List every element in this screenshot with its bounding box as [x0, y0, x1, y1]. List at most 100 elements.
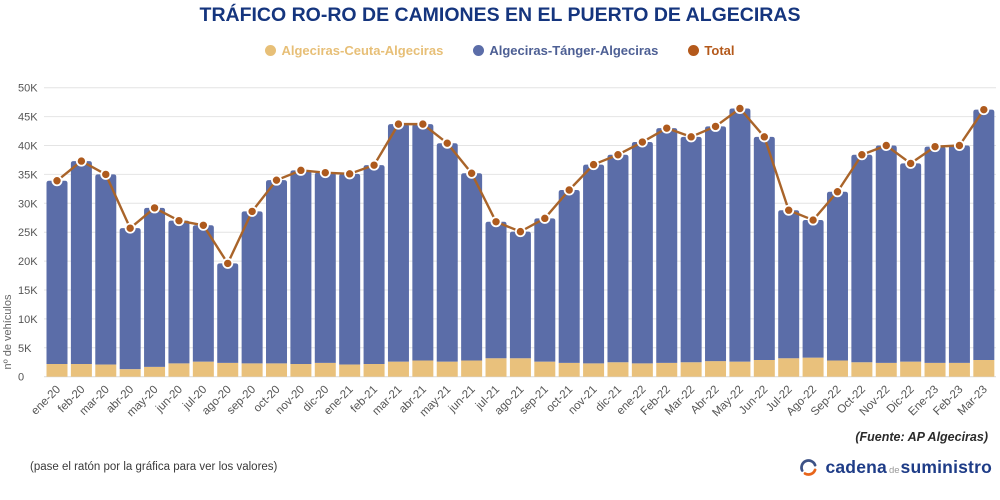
- legend-item-ceuta[interactable]: Algeciras-Ceuta-Algeciras: [265, 43, 443, 58]
- total-point[interactable]: [222, 257, 234, 269]
- bar-ceuta-segment[interactable]: [339, 364, 361, 377]
- bar-tanger-segment[interactable]: [973, 109, 995, 360]
- bar-tanger-segment[interactable]: [314, 172, 336, 363]
- bar-ceuta-segment[interactable]: [241, 363, 263, 377]
- total-point[interactable]: [417, 118, 429, 130]
- bar-ceuta-segment[interactable]: [266, 363, 288, 377]
- bar-tanger-segment[interactable]: [70, 161, 92, 364]
- bar-tanger-segment[interactable]: [534, 218, 556, 362]
- bar-tanger-segment[interactable]: [607, 154, 629, 363]
- bar-tanger-segment[interactable]: [826, 191, 848, 361]
- total-point[interactable]: [856, 149, 868, 161]
- total-point[interactable]: [441, 137, 453, 149]
- bar-tanger-segment[interactable]: [168, 220, 190, 364]
- bar-ceuta-segment[interactable]: [509, 358, 531, 377]
- total-point[interactable]: [124, 222, 136, 234]
- bar-ceuta-segment[interactable]: [826, 360, 848, 377]
- bar-ceuta-segment[interactable]: [558, 362, 580, 377]
- legend-item-tanger[interactable]: Algeciras-Tánger-Algeciras: [473, 43, 658, 58]
- bar-ceuta-segment[interactable]: [900, 361, 922, 377]
- total-point[interactable]: [100, 168, 112, 180]
- bar-ceuta-segment[interactable]: [924, 362, 946, 377]
- bar-tanger-segment[interactable]: [875, 145, 897, 363]
- bar-tanger-segment[interactable]: [851, 154, 873, 363]
- bar-ceuta-segment[interactable]: [168, 363, 190, 377]
- bar-ceuta-segment[interactable]: [948, 362, 970, 377]
- total-point[interactable]: [295, 164, 307, 176]
- total-point[interactable]: [173, 215, 185, 227]
- bar-ceuta-segment[interactable]: [631, 363, 653, 377]
- bar-tanger-segment[interactable]: [778, 210, 800, 359]
- total-point[interactable]: [758, 131, 770, 143]
- bar-ceuta-segment[interactable]: [583, 363, 605, 377]
- bar-tanger-segment[interactable]: [290, 170, 312, 364]
- bar-ceuta-segment[interactable]: [729, 361, 751, 377]
- total-point[interactable]: [246, 205, 258, 217]
- total-point[interactable]: [466, 167, 478, 179]
- bar-ceuta-segment[interactable]: [192, 361, 214, 377]
- bar-ceuta-segment[interactable]: [534, 361, 556, 377]
- total-point[interactable]: [831, 186, 843, 198]
- bar-ceuta-segment[interactable]: [851, 362, 873, 377]
- bar-tanger-segment[interactable]: [387, 124, 409, 362]
- total-point[interactable]: [344, 168, 356, 180]
- bar-tanger-segment[interactable]: [266, 180, 288, 364]
- bar-ceuta-segment[interactable]: [875, 362, 897, 377]
- total-point[interactable]: [514, 226, 526, 238]
- bar-tanger-segment[interactable]: [729, 108, 751, 362]
- bar-ceuta-segment[interactable]: [680, 362, 702, 377]
- total-point[interactable]: [685, 131, 697, 143]
- total-point[interactable]: [588, 159, 600, 171]
- bar-tanger-segment[interactable]: [144, 207, 166, 367]
- bar-ceuta-segment[interactable]: [363, 363, 385, 377]
- bar-ceuta-segment[interactable]: [119, 369, 141, 377]
- bar-tanger-segment[interactable]: [509, 231, 531, 359]
- total-point[interactable]: [490, 216, 502, 228]
- bar-tanger-segment[interactable]: [119, 228, 141, 370]
- brand-logo[interactable]: cadena de suministro: [798, 457, 992, 478]
- bar-tanger-segment[interactable]: [753, 136, 775, 360]
- bar-tanger-segment[interactable]: [802, 220, 824, 358]
- total-point[interactable]: [539, 212, 551, 224]
- bar-tanger-segment[interactable]: [705, 126, 727, 362]
- bar-tanger-segment[interactable]: [461, 173, 483, 361]
- bar-ceuta-segment[interactable]: [290, 363, 312, 377]
- total-point[interactable]: [978, 104, 990, 116]
- total-point[interactable]: [612, 149, 624, 161]
- total-point[interactable]: [75, 155, 87, 167]
- bar-tanger-segment[interactable]: [656, 128, 678, 363]
- bar-tanger-segment[interactable]: [485, 221, 507, 359]
- bar-ceuta-segment[interactable]: [753, 359, 775, 377]
- total-point[interactable]: [710, 120, 722, 132]
- total-point[interactable]: [636, 136, 648, 148]
- bar-ceuta-segment[interactable]: [217, 362, 239, 377]
- legend-item-total[interactable]: Total: [688, 43, 735, 58]
- bar-ceuta-segment[interactable]: [95, 364, 117, 377]
- bar-ceuta-segment[interactable]: [656, 362, 678, 377]
- bar-tanger-segment[interactable]: [241, 211, 263, 364]
- bar-tanger-segment[interactable]: [948, 145, 970, 363]
- bar-ceuta-segment[interactable]: [461, 360, 483, 377]
- total-point[interactable]: [953, 139, 965, 151]
- bar-tanger-segment[interactable]: [95, 174, 117, 365]
- bar-tanger-segment[interactable]: [436, 143, 458, 362]
- total-point[interactable]: [807, 214, 819, 226]
- bar-ceuta-segment[interactable]: [144, 366, 166, 377]
- bar-tanger-segment[interactable]: [192, 225, 214, 362]
- total-point[interactable]: [149, 202, 161, 214]
- bar-ceuta-segment[interactable]: [705, 361, 727, 377]
- bar-tanger-segment[interactable]: [217, 263, 239, 363]
- bar-ceuta-segment[interactable]: [485, 358, 507, 377]
- bar-tanger-segment[interactable]: [583, 164, 605, 364]
- bar-tanger-segment[interactable]: [680, 136, 702, 363]
- bar-tanger-segment[interactable]: [924, 146, 946, 363]
- total-point[interactable]: [734, 103, 746, 115]
- bar-tanger-segment[interactable]: [46, 180, 68, 364]
- total-point[interactable]: [563, 184, 575, 196]
- total-point[interactable]: [392, 118, 404, 130]
- total-point[interactable]: [880, 139, 892, 151]
- bar-ceuta-segment[interactable]: [778, 358, 800, 377]
- bar-tanger-segment[interactable]: [558, 190, 580, 363]
- bar-tanger-segment[interactable]: [339, 173, 361, 365]
